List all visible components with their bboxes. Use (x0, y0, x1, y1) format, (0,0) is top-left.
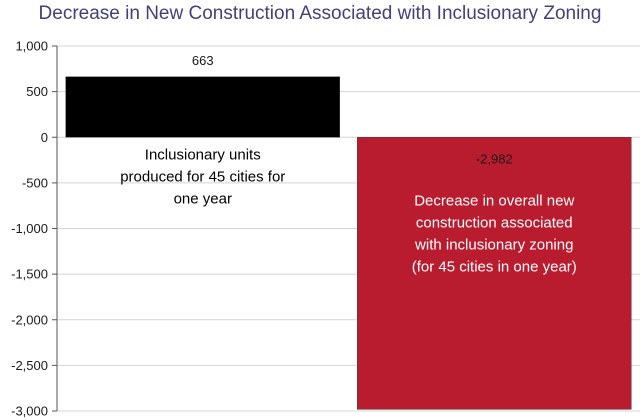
chart-title: Decrease in New Construction Associated … (38, 3, 602, 24)
y-tick-label: 1,000 (15, 39, 48, 54)
y-tick-label: -1,000 (11, 221, 48, 236)
bar-annotation-line: (for 45 cities in one year) (412, 258, 577, 275)
y-tick-label: -500 (22, 175, 48, 190)
bar-annotation-line: produced for 45 cities for (120, 168, 285, 185)
y-tick-label: -2,000 (11, 312, 48, 327)
bar-annotation-line: one year (174, 190, 232, 207)
bar-annotation-line: Decrease in overall new (414, 192, 574, 209)
bar-annotation-line: Inclusionary units (145, 146, 261, 163)
data-label: 663 (192, 53, 214, 68)
y-tick-label: -1,500 (11, 267, 48, 282)
y-tick-label: 500 (26, 84, 48, 99)
bar-annotations: Inclusionary units produced for 45 cities… (120, 146, 577, 275)
bar-annotation-line: with inclusionary zoning (414, 236, 573, 253)
y-tick-label: -3,000 (11, 404, 48, 419)
bar (65, 76, 341, 138)
y-tick-label: 0 (41, 130, 48, 145)
bar (356, 137, 632, 410)
bar-annotation-line: construction associated (416, 214, 573, 231)
y-tick-label: -2,500 (11, 358, 48, 373)
data-labels: 663 -2,982 (192, 53, 513, 166)
data-label: -2,982 (476, 151, 513, 166)
y-axis: 1,000 500 0 -500 -1,000 -1,500 -2,000 -2,500 -3,… (11, 39, 58, 419)
bars (65, 76, 632, 410)
